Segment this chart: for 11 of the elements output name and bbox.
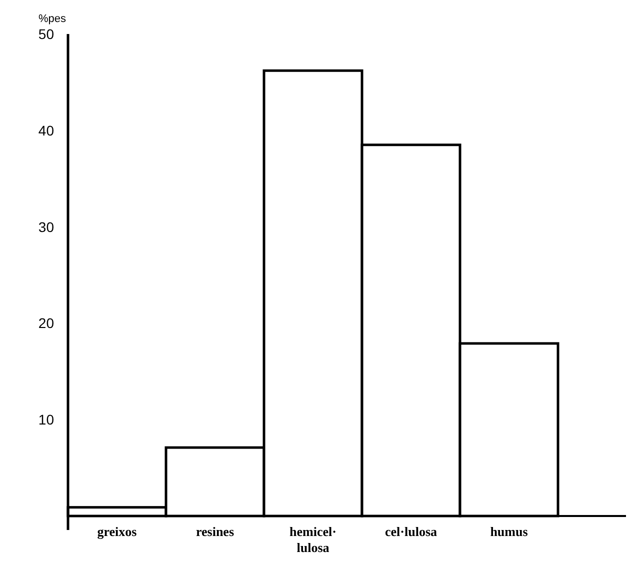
y-tick-label: 40	[38, 122, 54, 138]
y-tick-label: 20	[38, 315, 54, 332]
y-tick-label: 50	[38, 26, 54, 42]
y-tick-label: 30	[38, 218, 54, 235]
x-tick-label: cel·lulosa	[385, 524, 438, 539]
y-axis-title: %pes	[38, 13, 66, 25]
x-tick-label: humus	[490, 524, 528, 539]
x-tick-label: resines	[196, 524, 234, 539]
x-tick-label: hemicel·lulosa	[290, 524, 336, 555]
y-tick-label: 10	[38, 412, 54, 428]
x-tick-label: greixos	[97, 524, 137, 539]
